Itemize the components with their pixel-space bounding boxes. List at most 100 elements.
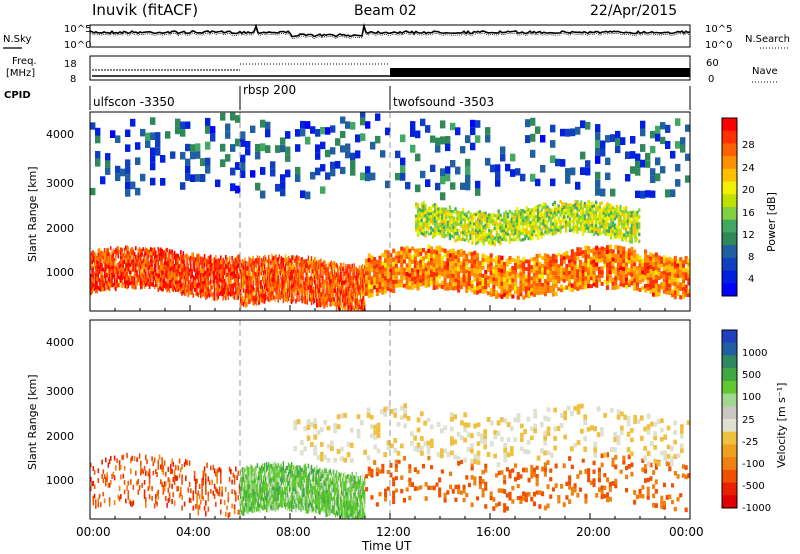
heatmap-cell <box>207 284 210 289</box>
heatmap-cell <box>249 276 251 281</box>
heatmap-cell <box>460 211 463 215</box>
heatmap-cell <box>546 265 550 270</box>
heatmap-cell <box>428 206 431 210</box>
heatmap-cell <box>171 499 173 505</box>
heatmap-cell <box>96 264 98 269</box>
heatmap-cell <box>300 257 302 262</box>
heatmap-cell <box>364 305 366 310</box>
heatmap-cell <box>321 275 323 280</box>
heatmap-cell <box>587 206 590 210</box>
heatmap-cell <box>264 254 266 260</box>
heatmap-cell <box>202 288 205 293</box>
heatmap-cell <box>250 280 252 285</box>
heatmap-cell <box>275 281 277 286</box>
heatmap-cell <box>435 254 439 260</box>
heatmap-cell <box>146 266 148 271</box>
heatmap-cell <box>192 279 195 285</box>
heatmap-cell <box>304 268 306 273</box>
heatmap-cell <box>155 272 157 277</box>
heatmap-cell <box>523 234 527 238</box>
heatmap-cell <box>435 204 438 208</box>
heatmap-cell <box>626 214 630 217</box>
heatmap-cell <box>516 219 519 223</box>
heatmap-cell <box>218 277 221 282</box>
heatmap-cell <box>286 261 289 266</box>
heatmap-cell <box>520 215 523 219</box>
heatmap-cell <box>574 212 577 216</box>
heatmap-cell <box>244 266 246 272</box>
heatmap-cell <box>105 263 107 267</box>
heatmap-cell <box>305 290 307 295</box>
heatmap-cell <box>386 250 390 255</box>
heatmap-cell <box>249 280 251 286</box>
heatmap-cell <box>400 267 404 272</box>
heatmap-cell <box>225 123 231 132</box>
heatmap-cell <box>482 238 485 243</box>
heatmap-cell <box>111 474 113 479</box>
heatmap-cell <box>93 283 96 288</box>
heatmap-cell <box>136 277 138 282</box>
heatmap-cell <box>128 281 131 286</box>
heatmap-cell <box>516 290 520 296</box>
heatmap-cell <box>142 469 145 475</box>
heatmap-cell <box>551 288 555 293</box>
heatmap-cell <box>272 269 274 274</box>
heatmap-cell <box>533 215 536 219</box>
heatmap-cell <box>103 286 106 291</box>
heatmap-cell <box>433 230 437 234</box>
heatmap-cell <box>319 269 321 275</box>
heatmap-cell <box>549 285 553 290</box>
heatmap-cell <box>495 164 501 172</box>
heatmap-cell <box>130 457 132 464</box>
heatmap-cell <box>197 253 200 258</box>
heatmap-cell <box>413 256 417 261</box>
heatmap-cell <box>324 260 326 266</box>
heatmap-cell <box>310 280 313 286</box>
heatmap-cell <box>578 227 581 231</box>
heatmap-cell <box>350 275 352 281</box>
heatmap-cell <box>188 460 191 466</box>
heatmap-cell <box>272 277 274 283</box>
heatmap-cell <box>418 220 422 223</box>
heatmap-cell <box>308 285 311 290</box>
heatmap-cell <box>113 277 116 282</box>
heatmap-cell <box>457 266 461 272</box>
heatmap-cell <box>389 268 393 273</box>
heatmap-cell <box>251 284 253 289</box>
heatmap-cell <box>266 275 268 280</box>
heatmap-cell <box>207 292 210 297</box>
heatmap-cell <box>349 297 351 303</box>
heatmap-cell <box>538 282 542 287</box>
heatmap-cell <box>531 232 534 237</box>
heatmap-cell <box>467 223 470 227</box>
heatmap-cell <box>230 167 236 176</box>
heatmap-cell <box>125 271 127 276</box>
heatmap-cell <box>427 274 431 279</box>
heatmap-cell <box>605 135 611 143</box>
heatmap-cell <box>265 145 271 153</box>
heatmap-cell <box>235 286 237 291</box>
heatmap-cell <box>527 233 530 237</box>
heatmap-cell <box>587 271 591 276</box>
heatmap-cell <box>495 214 498 217</box>
heatmap-cell <box>584 271 588 277</box>
heatmap-cell <box>201 272 203 277</box>
heatmap-cell <box>185 143 191 152</box>
heatmap-cell <box>452 226 455 230</box>
heatmap-cell <box>130 500 132 507</box>
heatmap-cell <box>248 280 250 286</box>
heatmap-cell <box>217 270 220 275</box>
cpid-label: CPID <box>4 90 31 101</box>
heatmap-cell <box>413 284 417 289</box>
heatmap-cell <box>228 283 231 288</box>
heatmap-cell <box>246 293 248 298</box>
heatmap-cell <box>195 479 197 484</box>
heatmap-cell <box>486 214 489 217</box>
heatmap-cell <box>173 474 176 480</box>
heatmap-cell <box>257 290 260 296</box>
heatmap-cell <box>230 144 236 152</box>
heatmap-cell <box>424 230 427 235</box>
heatmap-cell <box>258 260 261 266</box>
heatmap-cell <box>342 284 344 290</box>
heatmap-cell <box>454 239 457 243</box>
